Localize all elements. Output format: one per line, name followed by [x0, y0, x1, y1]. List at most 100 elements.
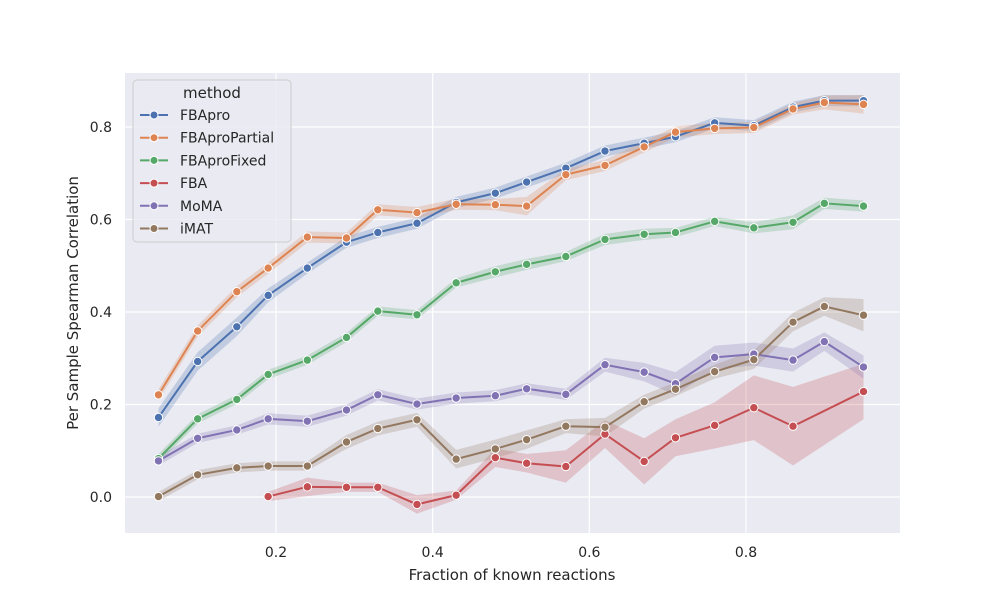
fbapropartial-point	[670, 127, 681, 137]
fbapropartial-point	[819, 97, 830, 108]
fbapro-point	[302, 263, 313, 273]
fbaprofixed-point	[521, 259, 532, 270]
fbaprofixed-point	[302, 355, 313, 365]
legend-items: FBApro FBAproPartial FBAproFixed FBA MoMA iMA…	[140, 108, 274, 238]
legend-label-imat: iMAT	[180, 222, 213, 238]
fba-point	[302, 482, 313, 492]
fbaprofixed-point	[819, 198, 830, 209]
imat-point	[600, 422, 610, 432]
fba-point	[709, 420, 720, 431]
moma-point	[490, 391, 501, 401]
legend-label-fbapro: FBApro	[180, 108, 230, 124]
imat-point	[412, 415, 422, 425]
fbapropartial-point	[412, 207, 422, 218]
fbaprofixed-point	[192, 414, 203, 424]
y-axis-label: Per Sample Spearman Correlation	[64, 176, 82, 430]
fbapropartial-point	[153, 390, 164, 400]
legend-marker-fbapropartial	[149, 133, 159, 143]
fba-point	[451, 490, 461, 500]
fba-point	[788, 421, 798, 431]
x-tick-label: 0.6	[578, 545, 600, 561]
fba-point	[749, 403, 759, 413]
fbaprofixed-point	[858, 201, 869, 211]
fbapro-point	[521, 177, 532, 187]
fbapro-point	[490, 188, 501, 198]
x-tick-label: 0.4	[422, 545, 444, 561]
imat-point	[561, 421, 571, 431]
fbapropartial-point	[709, 123, 720, 134]
moma-point	[263, 414, 273, 424]
moma-point	[788, 355, 798, 365]
fba-line	[267, 390, 864, 506]
imat-point	[639, 397, 649, 407]
fbapropartial-line	[157, 101, 864, 396]
imat-point	[451, 454, 461, 464]
fbaprofixed-point	[490, 267, 501, 277]
fbapropartial-point	[341, 233, 352, 243]
moma-line	[157, 340, 865, 462]
fbaprofixed-line	[157, 202, 864, 460]
moma-point	[600, 360, 610, 370]
fbaprofixed-point	[232, 394, 242, 405]
imat-point	[709, 366, 720, 377]
moma-point	[153, 456, 164, 466]
fbaprofixed-point	[412, 310, 422, 320]
fbapro-line	[157, 99, 864, 419]
fbaprofixed-point	[670, 227, 681, 238]
fbaprofixed-point	[600, 234, 610, 245]
x-tick-label: 0.8	[735, 545, 757, 561]
legend-marker-fbapro	[149, 110, 159, 120]
legend-marker-moma	[149, 201, 159, 211]
imat-point	[521, 434, 532, 445]
fbapropartial-point	[490, 200, 501, 210]
moma-point	[192, 433, 203, 443]
y-tick-label: 0.4	[90, 305, 112, 321]
fbapropartial-point	[302, 232, 313, 242]
moma-band	[158, 332, 864, 466]
fbaprofixed-point	[709, 216, 720, 227]
fbapropartial-band	[158, 95, 864, 401]
fba-point	[263, 491, 273, 502]
imat-point	[819, 301, 830, 312]
fbapropartial-point	[561, 169, 571, 180]
fbapro-point	[232, 322, 242, 332]
series-markers	[153, 95, 869, 510]
fbapropartial-point	[639, 142, 649, 152]
fbapropartial-point	[232, 286, 242, 297]
x-tick-label: 0.2	[265, 545, 287, 561]
moma-point	[639, 367, 649, 377]
fbapro-point	[373, 227, 383, 238]
fbapro-point	[263, 290, 273, 301]
fba-point	[490, 452, 501, 463]
imat-point	[341, 437, 352, 447]
fba-point	[639, 456, 649, 467]
fbapropartial-point	[521, 201, 532, 211]
moma-point	[341, 405, 352, 415]
fba-band	[268, 363, 864, 514]
moma-point	[373, 390, 383, 400]
fbapropartial-point	[263, 263, 273, 273]
fbapropartial-point	[749, 122, 759, 133]
imat-point	[490, 444, 501, 454]
y-tick-label: 0.6	[90, 213, 112, 229]
fbapro-point	[153, 412, 164, 423]
y-tick-label: 0.8	[90, 120, 112, 136]
imat-point	[192, 470, 203, 480]
fbaprofixed-point	[373, 306, 383, 316]
fbapropartial-point	[788, 104, 798, 114]
legend-label-fbapropartial: FBAproPartial	[180, 131, 274, 147]
fbapropartial-point	[858, 99, 869, 110]
imat-line	[158, 305, 864, 498]
fbaprofixed-point	[263, 369, 273, 380]
legend-marker-fbaprofixed	[149, 155, 159, 165]
fbaprofixed-point	[451, 278, 461, 288]
fba-point	[412, 499, 422, 510]
legend-marker-fba	[149, 178, 159, 188]
fba-point	[858, 386, 869, 397]
fbapro-point	[192, 356, 203, 367]
fbapro-point	[600, 146, 610, 156]
imat-point	[788, 317, 798, 327]
x-tick-labels: 0.2 0.4 0.6 0.8	[265, 545, 757, 561]
fbapropartial-point	[451, 199, 461, 209]
fbaprofixed-point	[341, 332, 352, 343]
